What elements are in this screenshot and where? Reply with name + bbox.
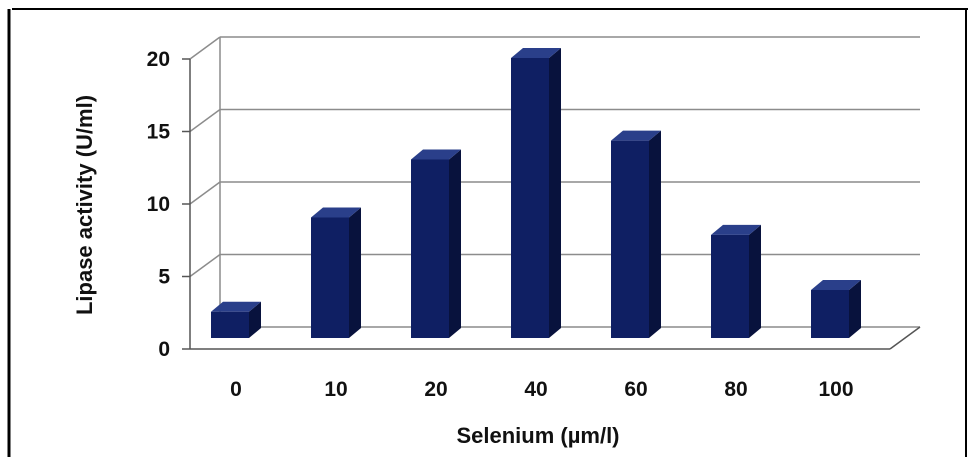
x-axis-title: Selenium (µm/l): [456, 423, 619, 448]
floor-edge-right: [889, 326, 921, 350]
bar-top: [711, 224, 761, 235]
x-tick-label: 0: [230, 378, 242, 401]
gridline-wall: [189, 108, 221, 133]
x-tick-label: 10: [324, 378, 347, 401]
bar-front: [811, 290, 849, 338]
bar-top: [611, 130, 661, 141]
x-tick-label: 40: [524, 378, 547, 401]
bar-60: [611, 130, 661, 338]
bar-top: [811, 280, 861, 290]
bar-front: [611, 140, 649, 338]
bar-side: [249, 301, 261, 338]
bar-side: [649, 130, 661, 338]
y-tick-label: 15: [147, 121, 171, 144]
x-tick-labels: 0 10 20 40 60 80 100: [230, 378, 853, 401]
bar-side: [349, 207, 361, 338]
axes: [182, 37, 921, 350]
bar-40: [511, 48, 561, 338]
bar-front: [511, 58, 549, 338]
y-tick-label: 20: [147, 48, 170, 71]
bar-side: [549, 48, 561, 338]
y-tick-label: 5: [158, 266, 170, 289]
bars: [211, 48, 861, 338]
bar-side: [449, 149, 461, 338]
gridline-wall: [189, 36, 221, 60]
bar-20: [411, 149, 461, 338]
x-tick-label: 80: [724, 378, 747, 401]
y-tick-labels: 0 5 10 15 20: [147, 48, 171, 361]
x-tick-label: 100: [818, 378, 853, 401]
bar-top: [311, 207, 361, 218]
bar-100: [811, 280, 861, 338]
bar-top: [511, 48, 561, 58]
bar-80: [711, 224, 761, 338]
bar-front: [311, 217, 349, 338]
bar-top: [411, 149, 461, 160]
y-axis-title: Lipase activity (U/ml): [72, 95, 97, 315]
y-tick-label: 10: [147, 193, 170, 216]
bar-side: [749, 224, 761, 338]
gridline-wall: [189, 181, 221, 205]
bar-10: [311, 207, 361, 338]
bar-0: [211, 301, 261, 338]
x-tick-label: 20: [424, 378, 447, 401]
bar-front: [711, 234, 749, 338]
bar-front: [211, 311, 249, 338]
bar-side: [849, 280, 861, 338]
x-tick-label: 60: [624, 378, 647, 401]
bar-top: [211, 301, 261, 312]
bar-front: [411, 159, 449, 338]
y-tick-label: 0: [158, 338, 170, 361]
gridline-wall: [189, 253, 221, 278]
